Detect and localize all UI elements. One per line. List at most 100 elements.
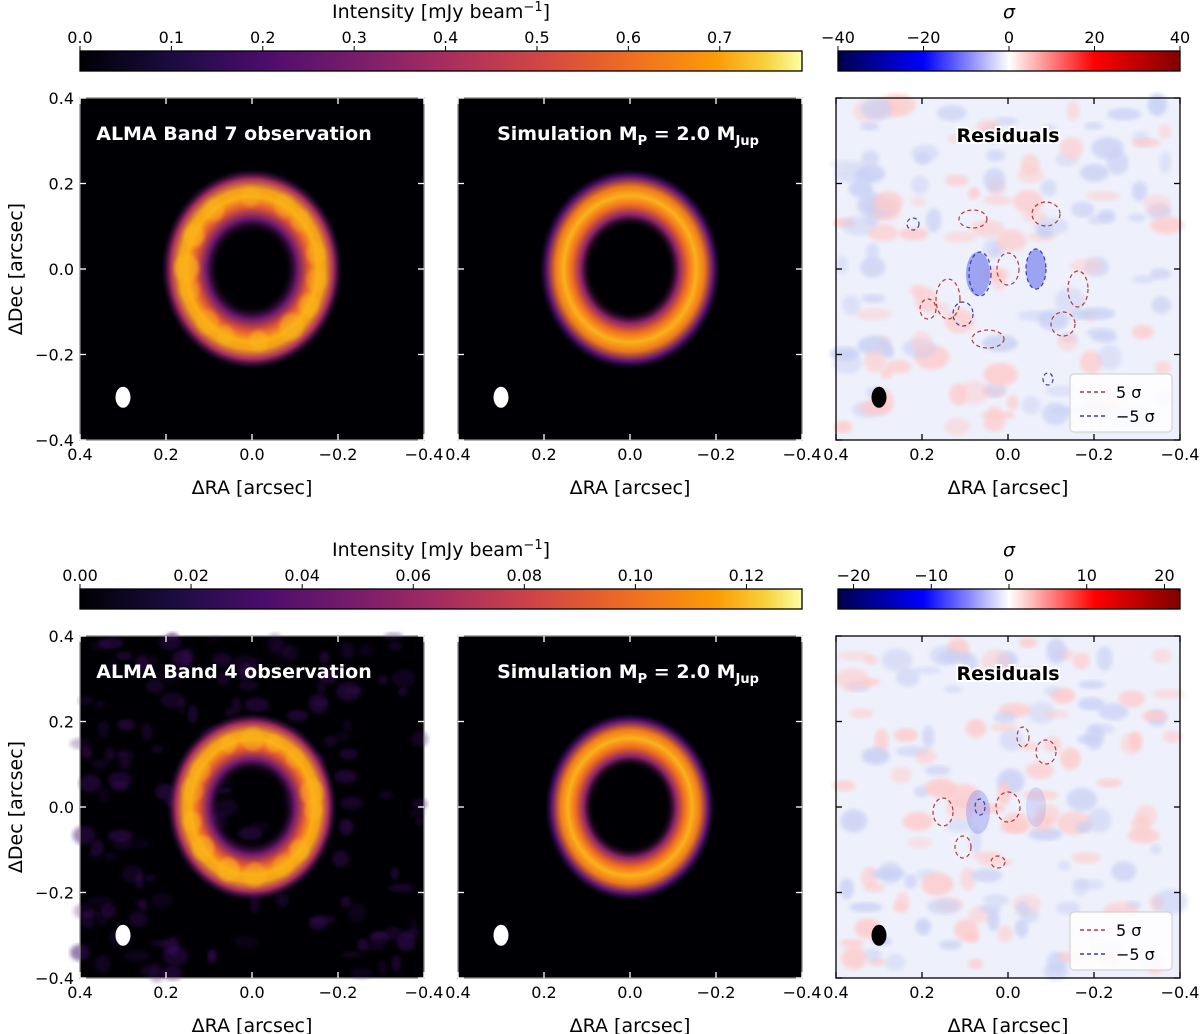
- noise-speckle: [415, 817, 424, 826]
- residual-blob: [861, 293, 886, 304]
- noise-speckle: [358, 644, 373, 657]
- residual-blob: [1149, 844, 1162, 855]
- x-tick-label: −0.4: [783, 983, 822, 1002]
- x-tick-label: −0.2: [1075, 983, 1114, 1002]
- sigma-colorbar-tick-label: −20: [907, 28, 941, 47]
- sigma-colorbar-tick-label: 0: [1004, 566, 1014, 585]
- ring-clump: [242, 727, 264, 752]
- contour-minus-5sigma: [968, 251, 992, 297]
- residual-blob: [865, 242, 880, 261]
- intensity-colorbar-label: Intensity [mJy beam−1]: [332, 0, 550, 23]
- residual-blob: [1141, 710, 1168, 722]
- panel-title: Simulation MP = 2.0 MJup: [497, 661, 759, 687]
- ring-clump: [306, 242, 326, 265]
- noise-speckle: [145, 679, 165, 693]
- noise-speckle: [98, 787, 109, 803]
- x-tick-label: 0.0: [995, 445, 1020, 464]
- negative-residual: [1026, 787, 1046, 827]
- y-tick-label: −0.2: [35, 346, 74, 365]
- residual-blob: [861, 747, 890, 765]
- legend-box: [1069, 911, 1173, 971]
- x-axis-label: ΔRA [arcsec]: [948, 477, 1069, 499]
- x-tick-label: 0.0: [617, 445, 642, 464]
- panel-title: ALMA Band 4 observation: [96, 661, 372, 683]
- residual-blob: [943, 685, 963, 694]
- residual-blob: [915, 918, 932, 936]
- residual-blob: [994, 116, 1018, 126]
- residual-blob: [840, 809, 868, 833]
- residual-blob: [834, 668, 870, 691]
- noise-speckle: [158, 664, 180, 683]
- noise-speckle: [138, 898, 148, 912]
- intensity-colorbar-tick-label: 0.1: [159, 28, 184, 47]
- noise-speckle: [94, 955, 111, 973]
- residual-blob: [1021, 395, 1041, 416]
- residual-blob: [1097, 703, 1129, 721]
- residual-blob: [1085, 191, 1120, 201]
- residual-blob: [926, 899, 961, 915]
- residual-blob: [1106, 108, 1142, 121]
- noise-speckle: [117, 719, 136, 730]
- residual-blob: [1131, 324, 1154, 340]
- residual-blob: [1131, 138, 1161, 148]
- beam-ellipse: [493, 386, 509, 408]
- ring-clump: [300, 779, 324, 806]
- residual-blob: [830, 160, 867, 169]
- residual-blob: [929, 645, 958, 666]
- noise-speckle: [91, 759, 109, 769]
- contour-plus-5sigma: [1067, 270, 1089, 308]
- noise-speckle: [207, 949, 218, 964]
- residual-blob: [1152, 688, 1185, 700]
- sigma-colorbar-tick-label: −40: [821, 28, 855, 47]
- residual-blob: [1159, 151, 1172, 174]
- residual-blob: [975, 119, 1001, 139]
- noise-speckle: [135, 655, 149, 674]
- x-tick-label: −0.2: [697, 983, 736, 1002]
- residual-blob: [1131, 180, 1148, 202]
- noise-speckle: [401, 928, 421, 938]
- y-tick-label: 0.0: [49, 798, 74, 817]
- intensity-colorbar-1: 0.0 0.1 0.2 0.3 0.4 0.5 0.6 0.7 Intensity [mJy b…: [67, 0, 803, 72]
- noise-speckle: [377, 960, 388, 975]
- residual-blob: [880, 367, 893, 380]
- intensity-colorbar-tick-label: 0.2: [250, 28, 275, 47]
- noise-speckle: [319, 650, 330, 665]
- ring-clump: [216, 325, 234, 345]
- residual-blob: [1131, 814, 1151, 835]
- beam-ellipse: [871, 386, 887, 408]
- intensity-colorbar-tick-label: 0.7: [707, 28, 732, 47]
- noise-speckle: [150, 939, 170, 948]
- residual-blob: [1014, 918, 1029, 938]
- residual-blob: [904, 873, 918, 890]
- residual-blob: [849, 902, 883, 913]
- residual-blob: [1151, 648, 1172, 664]
- noise-speckle: [117, 749, 134, 762]
- ring-clump: [285, 748, 304, 768]
- residual-blob: [893, 728, 919, 743]
- noise-speckle: [368, 932, 390, 945]
- residual-blob: [1118, 690, 1146, 708]
- x-tick-label: −0.2: [1075, 445, 1114, 464]
- noise-speckle: [398, 687, 409, 697]
- residual-blob: [1111, 861, 1137, 882]
- residual-blob: [968, 958, 984, 970]
- central-source: [242, 793, 262, 821]
- residual-blob: [859, 256, 886, 278]
- noise-speckle: [77, 696, 95, 706]
- residual-blob: [1043, 685, 1060, 697]
- residual-blob: [1046, 638, 1067, 664]
- residual-blob: [1066, 101, 1080, 122]
- x-tick-label: 0.4: [445, 445, 470, 464]
- intensity-colorbar-2: 0.00 0.02 0.04 0.06 0.08 0.10 0.12 Intensity [m…: [62, 538, 803, 610]
- residual-blob: [861, 150, 880, 166]
- x-axis-label: ΔRA [arcsec]: [192, 477, 313, 499]
- residual-blob: [833, 352, 862, 375]
- beam-ellipse: [115, 924, 131, 946]
- noise-speckle: [140, 964, 160, 978]
- residual-blob: [1041, 124, 1057, 141]
- contour-plus-5sigma: [932, 797, 954, 827]
- residual-blob: [832, 780, 856, 792]
- sigma-colorbar-tick-label: 20: [1154, 566, 1174, 585]
- legend: 5 σ −5 σ: [1069, 373, 1173, 433]
- residual-blob: [911, 144, 939, 162]
